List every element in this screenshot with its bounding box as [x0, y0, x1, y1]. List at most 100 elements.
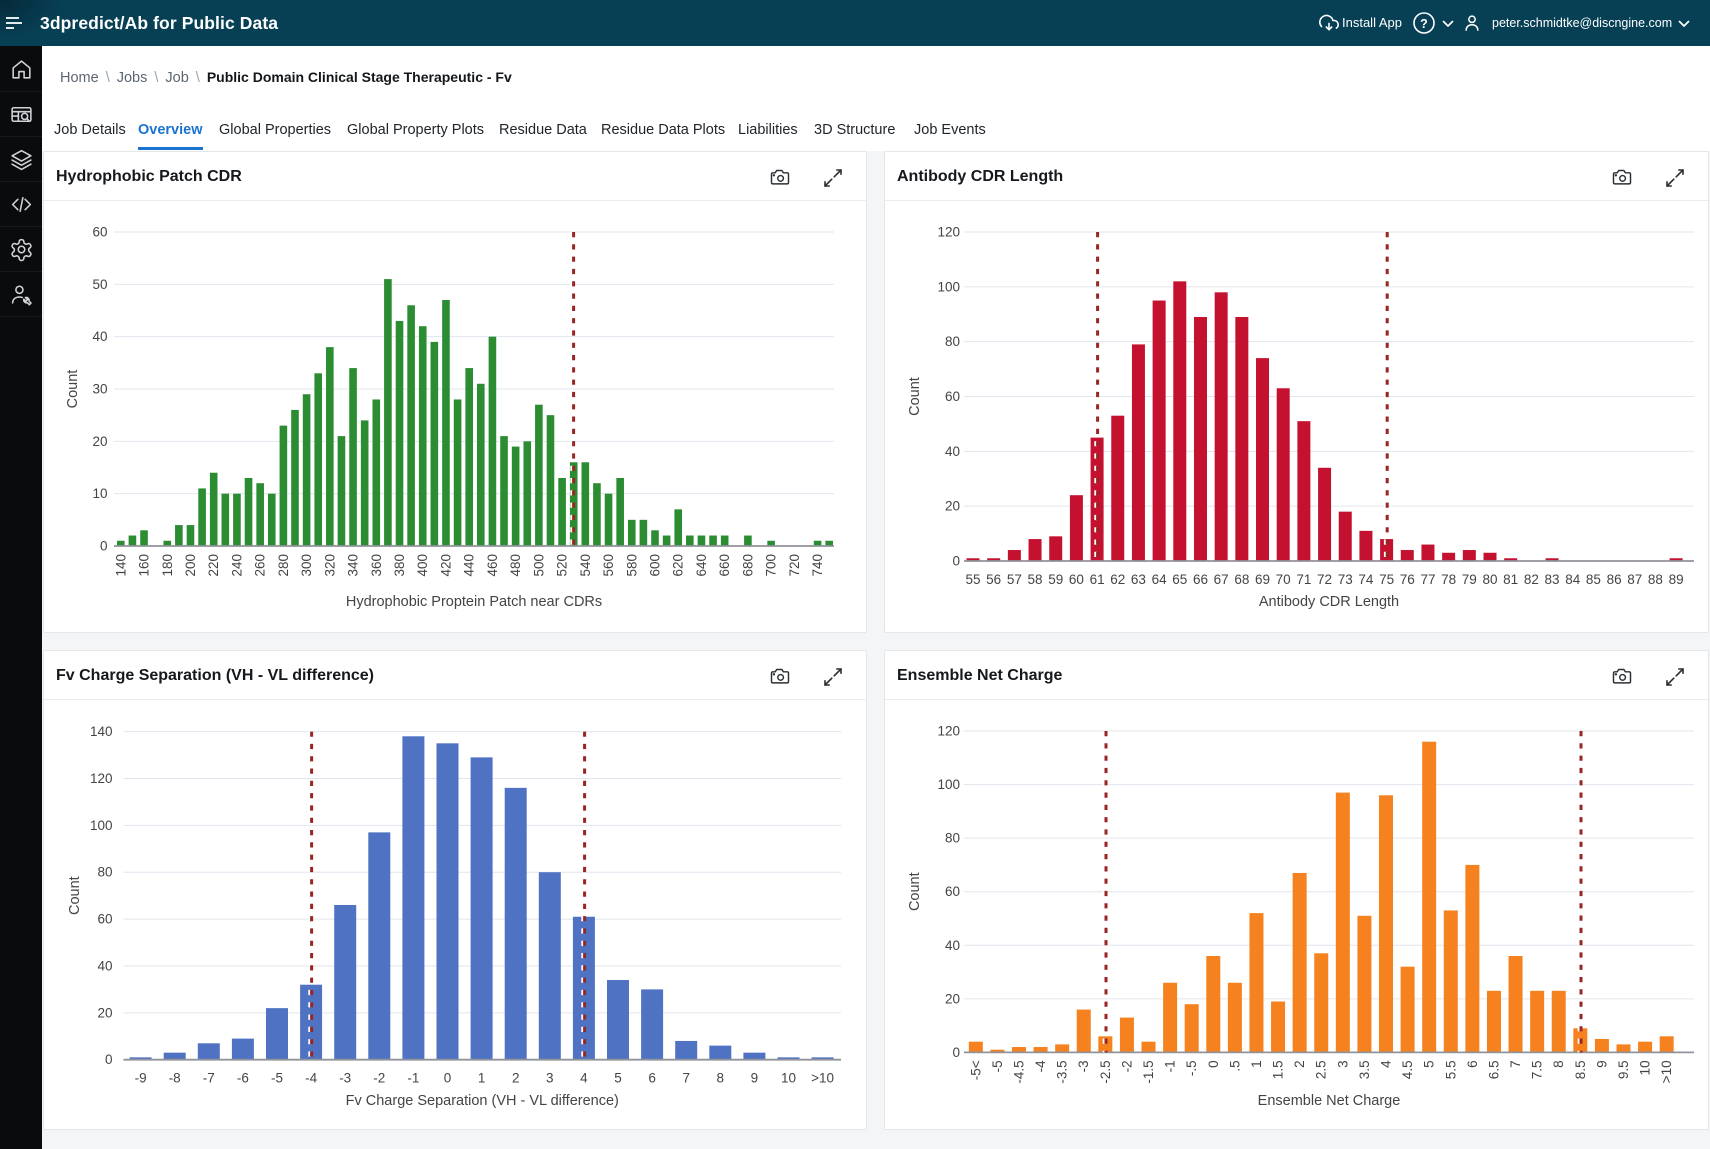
- svg-text:20: 20: [945, 499, 960, 514]
- svg-text:60: 60: [945, 884, 960, 899]
- svg-text:7.5: 7.5: [1530, 1060, 1545, 1079]
- svg-text:57: 57: [1007, 572, 1022, 587]
- svg-text:4: 4: [1379, 1060, 1394, 1068]
- svg-text:87: 87: [1627, 572, 1642, 587]
- svg-text:380: 380: [392, 554, 407, 577]
- svg-text:80: 80: [945, 334, 960, 349]
- svg-text:8: 8: [1551, 1060, 1566, 1068]
- svg-text:720: 720: [787, 554, 802, 577]
- svg-text:0: 0: [444, 1071, 452, 1086]
- svg-text:340: 340: [346, 554, 361, 577]
- svg-text:66: 66: [1193, 572, 1208, 587]
- svg-text:120: 120: [937, 225, 960, 240]
- svg-text:9.5: 9.5: [1616, 1060, 1631, 1079]
- svg-text:5: 5: [1422, 1060, 1437, 1068]
- svg-text:540: 540: [578, 554, 593, 577]
- svg-text:70: 70: [1276, 572, 1291, 587]
- svg-text:-1: -1: [1163, 1060, 1178, 1072]
- svg-text:420: 420: [438, 554, 453, 577]
- svg-text:73: 73: [1338, 572, 1353, 587]
- svg-text:-3: -3: [339, 1071, 351, 1086]
- svg-text:200: 200: [183, 554, 198, 577]
- svg-text:58: 58: [1028, 572, 1043, 587]
- svg-text:61: 61: [1090, 572, 1105, 587]
- svg-text:50: 50: [92, 277, 107, 292]
- svg-text:Count: Count: [67, 876, 83, 915]
- svg-text:4.5: 4.5: [1400, 1060, 1415, 1079]
- svg-text:-6: -6: [237, 1071, 249, 1086]
- svg-text:40: 40: [945, 938, 960, 953]
- svg-text:63: 63: [1131, 572, 1146, 587]
- svg-text:59: 59: [1048, 572, 1063, 587]
- svg-text:40: 40: [97, 958, 112, 973]
- svg-text:89: 89: [1669, 572, 1684, 587]
- svg-text:120: 120: [937, 724, 960, 739]
- svg-text:0: 0: [100, 539, 108, 554]
- svg-text:160: 160: [137, 554, 152, 577]
- svg-text:120: 120: [90, 771, 113, 786]
- svg-text:83: 83: [1545, 572, 1560, 587]
- svg-text:84: 84: [1565, 572, 1581, 587]
- svg-text:Antibody CDR Length: Antibody CDR Length: [1259, 594, 1399, 610]
- svg-text:9: 9: [751, 1071, 759, 1086]
- svg-text:0: 0: [952, 554, 960, 569]
- svg-text:Ensemble Net Charge: Ensemble Net Charge: [1258, 1093, 1401, 1109]
- svg-text:560: 560: [601, 554, 616, 577]
- svg-text:Count: Count: [65, 370, 81, 409]
- svg-text:60: 60: [945, 389, 960, 404]
- svg-text:3: 3: [1335, 1060, 1350, 1068]
- svg-text:220: 220: [206, 554, 221, 577]
- svg-text:4: 4: [580, 1071, 588, 1086]
- svg-text:10: 10: [781, 1071, 796, 1086]
- svg-text:-1: -1: [407, 1071, 419, 1086]
- svg-text:67: 67: [1214, 572, 1229, 587]
- svg-text:500: 500: [531, 554, 546, 577]
- svg-text:9: 9: [1594, 1060, 1609, 1068]
- svg-text:80: 80: [97, 865, 112, 880]
- svg-text:-4: -4: [1033, 1060, 1048, 1072]
- svg-text:140: 140: [90, 724, 113, 739]
- svg-text:Hydrophobic Proptein Patch nea: Hydrophobic Proptein Patch near CDRs: [346, 594, 602, 610]
- svg-text:20: 20: [92, 434, 107, 449]
- svg-text:81: 81: [1503, 572, 1518, 587]
- svg-text:20: 20: [945, 991, 960, 1006]
- svg-text:60: 60: [1069, 572, 1084, 587]
- svg-text:.5: .5: [1227, 1060, 1242, 1071]
- svg-text:80: 80: [945, 831, 960, 846]
- svg-text:0: 0: [105, 1052, 113, 1067]
- svg-text:-2: -2: [373, 1071, 385, 1086]
- svg-text:56: 56: [986, 572, 1001, 587]
- svg-text:-5<: -5<: [968, 1060, 983, 1080]
- svg-text:-2.5: -2.5: [1098, 1060, 1113, 1083]
- svg-text:?: ?: [1420, 17, 1428, 31]
- svg-text:640: 640: [694, 554, 709, 577]
- svg-text:2.5: 2.5: [1314, 1060, 1329, 1079]
- svg-text:-2: -2: [1119, 1060, 1134, 1072]
- svg-text:40: 40: [945, 444, 960, 459]
- svg-text:79: 79: [1462, 572, 1477, 587]
- svg-text:71: 71: [1296, 572, 1311, 587]
- svg-text:78: 78: [1441, 572, 1456, 587]
- svg-text:100: 100: [937, 777, 960, 792]
- svg-text:180: 180: [160, 554, 175, 577]
- svg-text:55: 55: [965, 572, 980, 587]
- svg-text:280: 280: [276, 554, 291, 577]
- svg-text:65: 65: [1172, 572, 1187, 587]
- svg-text:-4: -4: [305, 1071, 317, 1086]
- svg-text:580: 580: [624, 554, 639, 577]
- svg-text:140: 140: [113, 554, 128, 577]
- svg-text:10: 10: [1638, 1060, 1653, 1075]
- svg-text:74: 74: [1358, 572, 1374, 587]
- svg-text:40: 40: [92, 329, 107, 344]
- svg-text:620: 620: [671, 554, 686, 577]
- svg-text:7: 7: [1508, 1060, 1523, 1068]
- svg-text:76: 76: [1400, 572, 1415, 587]
- svg-text:20: 20: [97, 1005, 112, 1020]
- svg-text:6: 6: [1465, 1060, 1480, 1068]
- svg-text:-3.5: -3.5: [1055, 1060, 1070, 1083]
- svg-text:360: 360: [369, 554, 384, 577]
- svg-text:2: 2: [1292, 1060, 1307, 1068]
- svg-text:100: 100: [937, 279, 960, 294]
- svg-text:30: 30: [92, 382, 107, 397]
- svg-text:1.5: 1.5: [1271, 1060, 1286, 1079]
